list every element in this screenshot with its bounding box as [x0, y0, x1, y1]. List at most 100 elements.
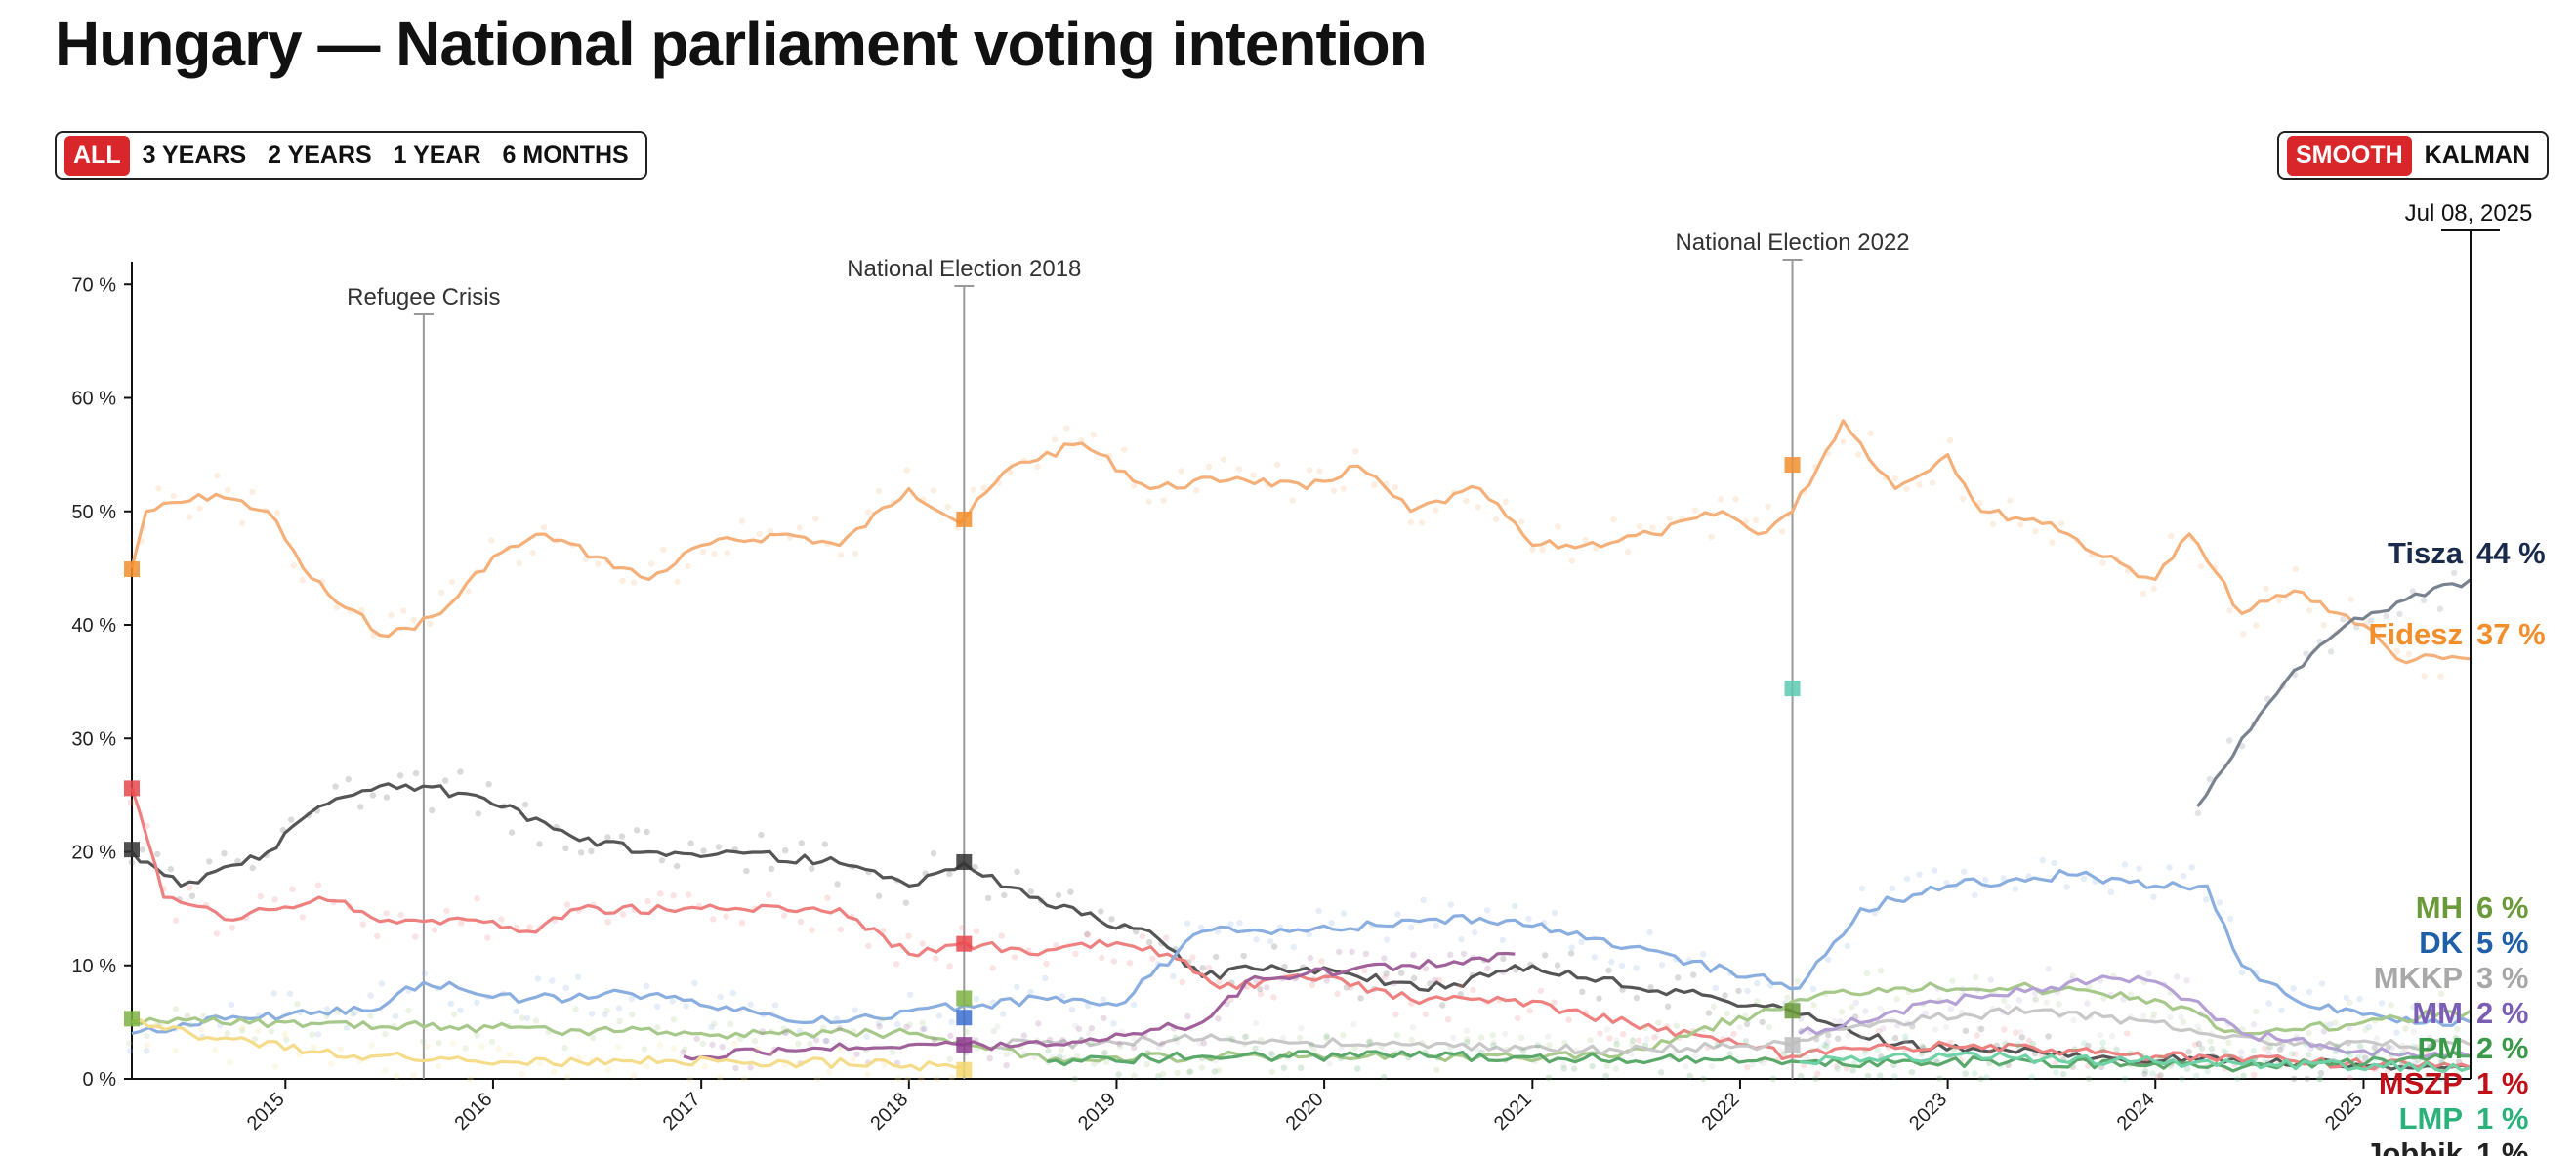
poll-dot	[738, 517, 746, 524]
smooth-button[interactable]: SMOOTH	[2286, 135, 2412, 176]
poll-dot	[1565, 1016, 1572, 1023]
poll-dot	[1354, 1065, 1361, 1072]
poll-dot	[1110, 1020, 1117, 1027]
range-2-years-button[interactable]: 2 YEARS	[268, 141, 372, 169]
poll-dot	[2168, 533, 2175, 540]
poll-dot	[1130, 1034, 1138, 1042]
x-tick-label: 2020	[1282, 1089, 1328, 1135]
poll-dot	[1357, 995, 1364, 1002]
end-label-name: Fidesz	[2369, 617, 2463, 651]
poll-dot	[1350, 1021, 1357, 1028]
poll-dot	[400, 607, 407, 614]
poll-dot	[1500, 955, 1507, 962]
poll-dot	[1744, 987, 1751, 995]
poll-dot	[2000, 1009, 2007, 1015]
poll-dot	[2013, 1029, 2019, 1036]
poll-dot	[660, 546, 667, 554]
poll-dot	[144, 1042, 150, 1049]
poll-dot	[397, 912, 404, 919]
poll-dot	[1215, 1015, 1222, 1022]
poll-dot	[2080, 875, 2088, 882]
end-label-lmp: LMP 1 %	[2399, 1101, 2529, 1135]
poll-dot	[1471, 929, 1478, 936]
poll-dot	[1919, 1043, 1926, 1050]
poll-dot	[2180, 1018, 2187, 1026]
poll-dot	[1053, 942, 1059, 949]
poll-dot	[2334, 1043, 2341, 1050]
poll-dot	[747, 1001, 754, 1008]
poll-dot	[618, 833, 626, 840]
poll-dot	[2450, 569, 2458, 577]
x-tick-label: 2017	[659, 1089, 705, 1135]
poll-dot	[2436, 1002, 2444, 1009]
poll-dot	[1159, 1040, 1166, 1048]
end-label-mszp: MSZP 1 %	[2379, 1066, 2529, 1100]
poll-dot	[2378, 1000, 2386, 1007]
poll-dot	[1340, 910, 1348, 917]
poll-dot	[462, 1045, 469, 1052]
poll-dot	[2262, 1045, 2268, 1052]
poll-dot	[2179, 1075, 2185, 1083]
poll-dot	[1726, 1051, 1733, 1057]
poll-dot	[2121, 861, 2129, 868]
end-label-value: 5 %	[2476, 926, 2528, 960]
poll-dot	[519, 1014, 526, 1021]
poll-dot	[1597, 1030, 1603, 1037]
poll-dot	[1942, 1023, 1950, 1031]
poll-dot	[1298, 1064, 1305, 1071]
poll-dot	[732, 1064, 739, 1072]
poll-dot	[1712, 984, 1720, 992]
poll-dot	[893, 961, 900, 968]
poll-dot	[1845, 1032, 1851, 1039]
poll-dot	[227, 1058, 233, 1066]
poll-dot	[405, 1007, 412, 1014]
y-tick-label: 10 %	[71, 956, 116, 977]
poll-dot	[1394, 911, 1401, 918]
poll-dot	[604, 919, 611, 926]
poll-dot	[2266, 1044, 2273, 1051]
poll-dot	[947, 1032, 954, 1040]
poll-dot	[1796, 1051, 1804, 1058]
poll-dot	[438, 589, 445, 596]
range-1-year-button[interactable]: 1 YEAR	[393, 141, 481, 169]
poll-dot	[1539, 546, 1546, 553]
poll-dot	[1735, 987, 1742, 995]
poll-dot	[1831, 1017, 1838, 1025]
poll-dot	[1492, 516, 1500, 522]
poll-dot	[1643, 1035, 1651, 1043]
poll-dot	[229, 925, 235, 931]
election-result-marker	[1784, 1037, 1801, 1053]
poll-dot	[2193, 1072, 2200, 1080]
poll-dot	[1131, 1072, 1138, 1079]
poll-dot	[534, 975, 542, 982]
poll-dot	[1658, 962, 1666, 969]
poll-dot	[1714, 1041, 1722, 1049]
poll-dot	[2402, 1025, 2409, 1032]
poll-dot	[1876, 1027, 1883, 1035]
poll-dot	[1193, 487, 1200, 494]
poll-dot	[1500, 969, 1507, 975]
poll-dot	[1798, 1072, 1805, 1080]
poll-dot	[970, 486, 976, 493]
poll-dot	[904, 1075, 911, 1083]
poll-dot	[1420, 896, 1427, 904]
poll-dot	[686, 1075, 693, 1083]
range-all-button[interactable]: ALL	[64, 135, 130, 176]
range-6-months-button[interactable]: 6 MONTHS	[502, 141, 629, 169]
poll-dot	[1330, 487, 1338, 494]
poll-dot	[1877, 1005, 1884, 1012]
poll-dot	[919, 1019, 926, 1026]
poll-dot	[1383, 936, 1391, 943]
poll-dot	[1483, 907, 1491, 914]
poll-dot	[1187, 1067, 1194, 1075]
poll-dot	[323, 1012, 330, 1019]
poll-dot	[2304, 1075, 2310, 1083]
poll-dot	[2097, 1032, 2103, 1039]
poll-dot	[1115, 1071, 1122, 1078]
kalman-button[interactable]: KALMAN	[2424, 141, 2530, 169]
poll-dot	[1463, 1027, 1471, 1034]
poll-dot	[254, 1027, 262, 1035]
range-3-years-button[interactable]: 3 YEARS	[142, 141, 247, 169]
poll-dot	[1457, 982, 1464, 989]
poll-dot	[128, 859, 135, 866]
